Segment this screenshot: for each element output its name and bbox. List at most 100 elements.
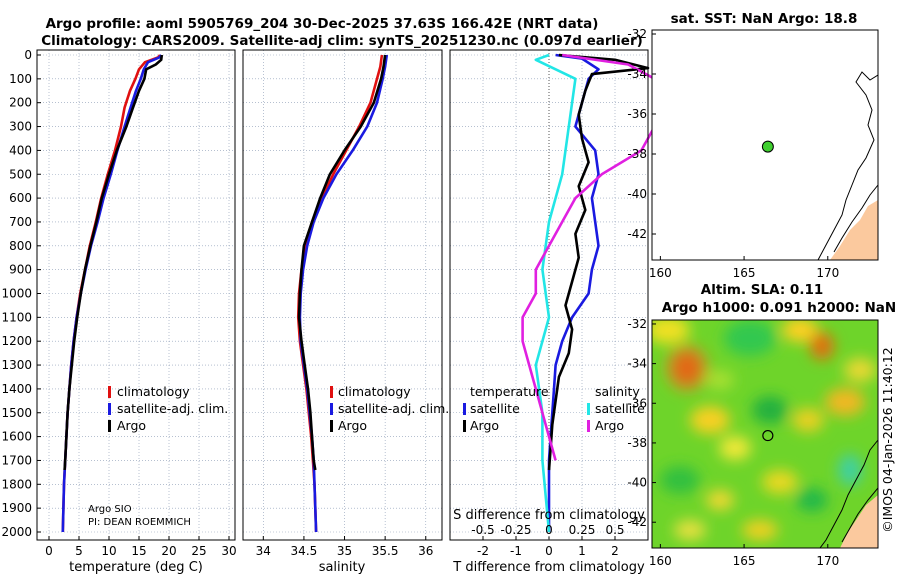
sst-map-frame <box>651 29 879 261</box>
x-tick-label: -2 <box>477 544 489 558</box>
sla-map-frame <box>651 319 879 549</box>
map-x-tick-label: 160 <box>649 266 672 280</box>
sst-map-title: sat. SST: NaN Argo: 18.8 <box>671 11 858 27</box>
sla-map-panel: Altim. SLA: 0.11 Argo h1000: 0.091 h2000… <box>627 282 896 568</box>
difference-frame <box>449 49 649 541</box>
legend-t-argo: Argo <box>470 418 499 433</box>
depth-tick-label: 0 <box>24 48 32 62</box>
x-tick-label: 25 <box>191 544 206 558</box>
legend-s-climatology: climatology <box>338 384 411 399</box>
sst-coastline <box>817 71 878 260</box>
legend-t-satellite: satellite <box>470 401 520 416</box>
depth-axis-ticks: 0 100 200 300 400 500 600 700 800 900 1000 1100 1200… <box>1 48 454 539</box>
depth-tick-label: 800 <box>9 239 32 253</box>
legend-swatch-s-satellite-adj <box>330 403 333 415</box>
temperature-x-ticks: 0 5 10 15 20 25 30 <box>45 536 237 558</box>
x-tick-label: -1 <box>510 544 522 558</box>
map-y-tick-label: -42 <box>627 227 647 241</box>
legend-swatch-s-argo <box>587 420 590 432</box>
series-line-t-argo <box>547 53 650 471</box>
x-tick-label: 35.5 <box>372 544 399 558</box>
float-source: Argo SIO <box>88 504 132 515</box>
sla-coastline-2 <box>841 487 878 543</box>
map-x-tick-label: 165 <box>733 266 756 280</box>
salinity-series <box>296 54 389 533</box>
x-tick-label: 10 <box>101 544 116 558</box>
figure-title-line1: Argo profile: aoml 5905769_204 30-Dec-20… <box>46 16 599 32</box>
sst-map-panel: sat. SST: NaN Argo: 18.8 160 165 170 -32 -34… <box>627 11 879 280</box>
legend-swatch-argo <box>108 420 111 432</box>
series-line-argo <box>297 54 387 471</box>
x-tick-label: 34.5 <box>291 544 318 558</box>
s-tick-label: 0.5 <box>605 523 624 537</box>
legend-swatch-t-satellite <box>463 403 466 415</box>
map-y-tick-label: -32 <box>627 27 647 41</box>
legend-swatch-satellite-adj <box>108 403 111 415</box>
depth-tick-label: 1600 <box>1 430 32 444</box>
sla-anomaly-blobs <box>652 320 876 540</box>
map-y-tick-label: -34 <box>627 67 647 81</box>
sla-land <box>840 495 878 548</box>
depth-tick-label: 1200 <box>1 334 32 348</box>
map-y-tick-label: -36 <box>627 107 647 121</box>
s-tick-label: 0 <box>545 523 553 537</box>
map-y-tick-label: -38 <box>627 436 647 450</box>
depth-tick-label: 1900 <box>1 501 32 515</box>
difference-x-ticks: -2 -1 0 1 2 <box>477 536 619 558</box>
map-y-tick-label: -40 <box>627 476 647 490</box>
salinity-panel: 34 34.5 35 35.5 36 salinity climatology sate… <box>242 49 449 575</box>
s-tick-label: 0.25 <box>569 523 596 537</box>
map-y-tick-label: -32 <box>627 317 647 331</box>
x-tick-label: 20 <box>161 544 176 558</box>
depth-tick-label: 900 <box>9 263 32 277</box>
temperature-frame <box>36 49 236 541</box>
legend-swatch-s-climatology <box>330 386 333 398</box>
legend-swatch-t-argo <box>463 420 466 432</box>
depth-tick-label: 200 <box>9 96 32 110</box>
x-tick-label: 0 <box>45 544 53 558</box>
x-tick-label: 2 <box>611 544 619 558</box>
float-pi: PI: DEAN ROEMMICH <box>88 517 191 528</box>
salinity-xlabel: salinity <box>319 560 366 575</box>
map-x-tick-label: 170 <box>816 554 839 568</box>
s-difference-label: S difference from climatology <box>453 508 645 523</box>
temperature-plot-area <box>37 50 235 540</box>
argo-float-marker-sla <box>762 429 774 442</box>
sla-map-ticks: 160 165 170 -32 -34 -36 -38 -40 -42 <box>627 317 839 568</box>
temperature-series <box>61 54 164 533</box>
map-x-tick-label: 165 <box>733 554 756 568</box>
series-line-s-satellite <box>534 53 577 533</box>
sla-map-subtitle: Argo h1000: 0.091 h2000: NaN <box>662 300 896 316</box>
legend-s-satellite: satellite <box>595 401 645 416</box>
map-y-tick-label: -42 <box>627 515 647 529</box>
legend-swatch-s-satellite <box>587 403 590 415</box>
legend-salinity-title: salinity <box>595 384 640 399</box>
x-tick-label: 35 <box>337 544 352 558</box>
sst-map-ticks: 160 165 170 -32 -34 -36 -38 -40 -42 <box>627 27 839 280</box>
depth-tick-label: 1400 <box>1 382 32 396</box>
sla-map-title: Altim. SLA: 0.11 <box>701 282 823 298</box>
salinity-x-ticks: 34 34.5 35 35.5 36 <box>256 536 433 558</box>
depth-tick-label: 1000 <box>1 287 32 301</box>
s-tick-label: -0.25 <box>500 523 531 537</box>
legend-temperature-title: temperature <box>470 384 549 399</box>
sst-land <box>830 200 878 260</box>
sst-map-coast <box>817 71 878 260</box>
depth-tick-label: 1800 <box>1 477 32 491</box>
legend-climatology: climatology <box>117 384 190 399</box>
map-y-tick-label: -34 <box>627 357 647 371</box>
sla-heatmap <box>652 320 878 548</box>
x-tick-label: 34 <box>256 544 271 558</box>
t-difference-label: T difference from climatology <box>452 560 645 575</box>
difference-series <box>521 53 670 533</box>
depth-tick-label: 300 <box>9 120 32 134</box>
depth-tick-label: 100 <box>9 72 32 86</box>
temperature-panel: 0 5 10 15 20 25 30 0 100 200 300 400 500 600 700 800 90… <box>1 48 454 575</box>
legend-s-satellite-adj: satellite-adj. clim. <box>338 401 449 416</box>
depth-tick-label: 1100 <box>1 310 32 324</box>
x-tick-label: 36 <box>418 544 433 558</box>
imos-credit: ©IMOS 04-Jan-2026 11:40:12 <box>880 347 895 533</box>
depth-tick-label: 700 <box>9 215 32 229</box>
map-y-tick-label: -36 <box>627 396 647 410</box>
